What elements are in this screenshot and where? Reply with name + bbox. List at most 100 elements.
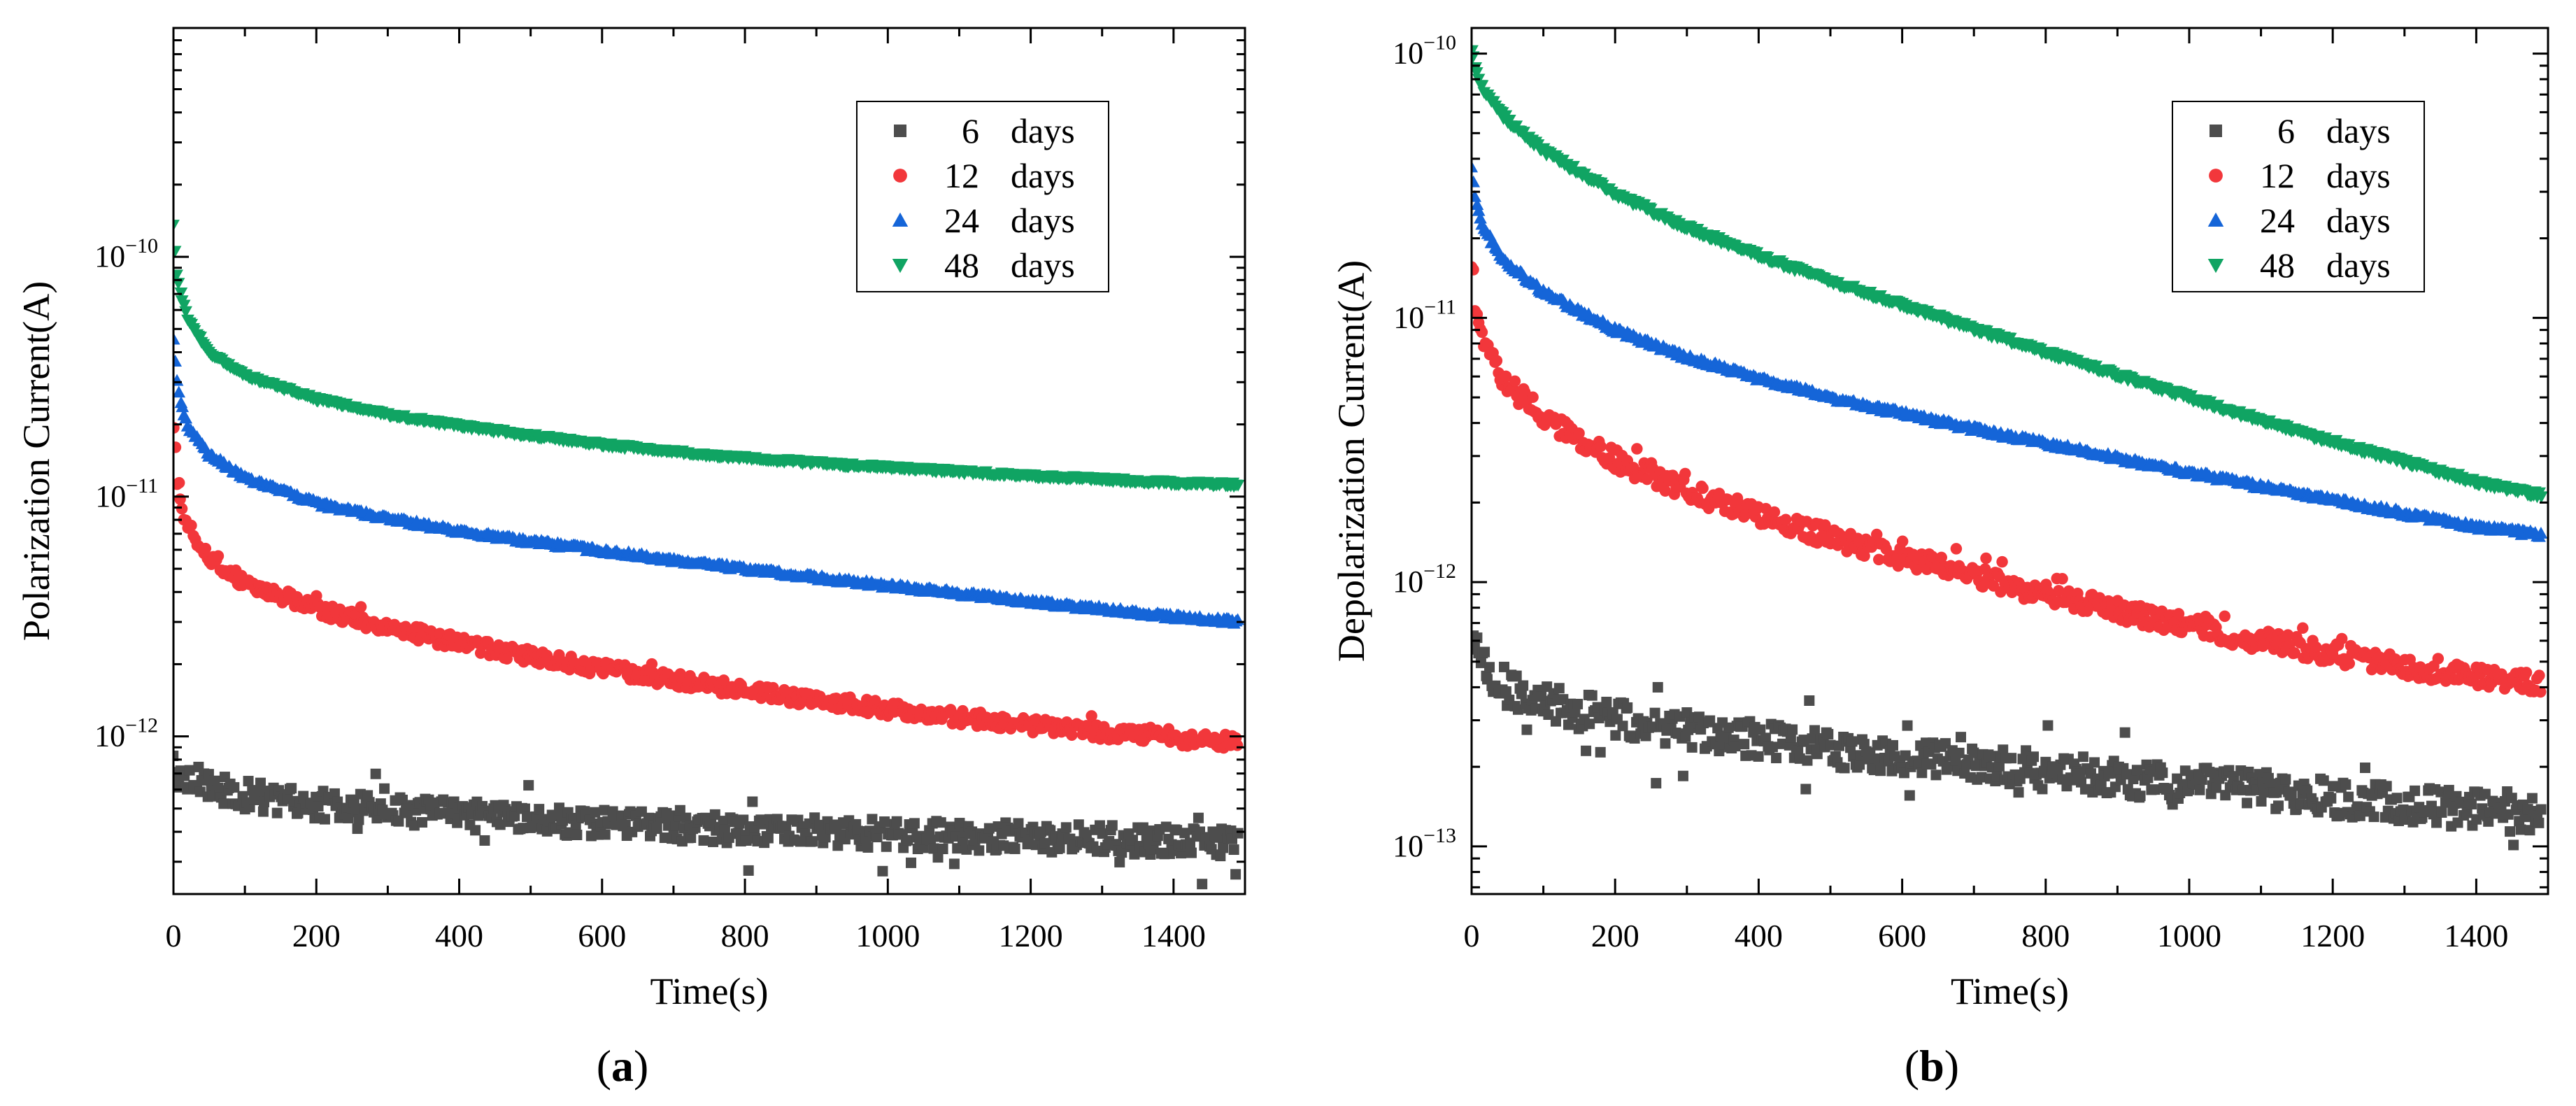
data-point-6-days xyxy=(2391,793,2403,804)
data-point-6-days xyxy=(2042,720,2054,731)
data-point-12-days xyxy=(1892,560,1905,572)
data-point-6-days xyxy=(1753,751,1764,762)
data-point-6-days xyxy=(557,815,569,826)
data-point-6-days xyxy=(329,788,340,799)
data-point-6-days xyxy=(1137,822,1148,833)
data-point-6-days xyxy=(1218,842,1229,853)
data-point-6-days xyxy=(1913,759,1924,770)
data-point-12-days xyxy=(2343,658,2356,669)
data-point-6-days xyxy=(229,782,240,793)
data-point-6-days xyxy=(1193,812,1204,823)
data-point-12-days xyxy=(2535,686,2547,698)
data-point-6-days xyxy=(925,835,937,846)
data-point-6-days xyxy=(2508,839,2519,851)
data-point-6-days xyxy=(918,842,929,853)
y-tick-label: 10−11 xyxy=(95,474,158,513)
data-point-6-days xyxy=(1956,732,1967,743)
data-point-6-days xyxy=(806,836,818,847)
data-point-6-days xyxy=(1232,828,1244,839)
data-point-6-days xyxy=(1570,707,1581,718)
data-point-6-days xyxy=(2157,767,2168,779)
data-point-6-days xyxy=(2037,784,2048,795)
data-point-6-days xyxy=(494,819,506,830)
data-point-6-days xyxy=(2103,768,2114,779)
data-point-6-days xyxy=(867,814,878,825)
data-point-12-days xyxy=(1858,550,1870,562)
data-point-6-days xyxy=(862,842,874,853)
data-point-6-days xyxy=(2461,807,2472,818)
series-6-days xyxy=(173,750,1244,890)
data-point-24-days xyxy=(1472,198,1484,211)
data-point-6-days xyxy=(417,817,428,828)
data-point-6-days xyxy=(1887,739,1898,751)
data-point-12-days xyxy=(1603,452,1616,464)
data-point-48-days xyxy=(1475,80,1489,92)
data-point-6-days xyxy=(1686,742,1698,753)
data-point-6-days xyxy=(670,820,681,831)
data-point-6-days xyxy=(1536,691,1547,702)
data-point-12-days xyxy=(2282,629,2294,641)
data-point-12-days xyxy=(355,601,367,613)
panel-caption: (a) xyxy=(597,1041,649,1091)
data-point-6-days xyxy=(2242,797,2253,809)
data-point-12-days xyxy=(1595,440,1607,453)
x-axis-label: Time(s) xyxy=(650,970,768,1012)
data-point-12-days xyxy=(1980,552,1992,565)
data-point-6-days xyxy=(1651,778,1662,789)
data-point-12-days xyxy=(1509,375,1521,388)
data-point-6-days xyxy=(1998,744,2009,756)
data-point-6-days xyxy=(928,843,939,854)
data-point-6-days xyxy=(1854,759,1865,770)
data-point-6-days xyxy=(719,824,730,835)
data-point-12-days xyxy=(1667,469,1679,481)
x-tick-label: 200 xyxy=(1591,918,1639,953)
legend-label-unit: days xyxy=(1011,201,1075,240)
data-point-6-days xyxy=(1094,820,1105,831)
data-point-6-days xyxy=(2211,782,2222,793)
x-tick-label: 1200 xyxy=(999,918,1063,953)
plot-frame xyxy=(1470,27,2549,895)
data-point-6-days xyxy=(1518,680,1529,691)
data-point-12-days xyxy=(1872,553,1885,566)
data-point-6-days xyxy=(2179,765,2191,777)
data-point-6-days xyxy=(1767,742,1778,753)
data-point-48-days xyxy=(1231,479,1245,492)
data-point-6-days xyxy=(2264,778,2275,789)
y-tick-label: 10−12 xyxy=(94,714,158,753)
data-point-6-days xyxy=(257,806,269,817)
data-point-12-days xyxy=(2082,605,2093,617)
data-point-6-days xyxy=(2089,757,2100,768)
data-point-6-days xyxy=(2295,799,2306,810)
data-point-12-days xyxy=(176,502,188,515)
legend-label-unit: days xyxy=(1011,246,1075,285)
legend-marker-12-days xyxy=(893,169,907,183)
data-point-6-days xyxy=(1771,753,1782,764)
data-point-6-days xyxy=(1846,736,1858,747)
data-point-6-days xyxy=(1823,729,1834,740)
data-point-6-days xyxy=(974,845,985,856)
series-12-days xyxy=(173,422,1244,754)
legend-label-value: 48 xyxy=(944,246,979,285)
data-point-6-days xyxy=(932,852,944,863)
data-point-12-days xyxy=(1573,427,1585,439)
x-tick-label: 1400 xyxy=(1141,918,1206,953)
data-point-6-days xyxy=(891,816,902,827)
data-point-48-days xyxy=(173,220,180,232)
data-point-6-days xyxy=(286,783,297,794)
data-point-6-days xyxy=(2410,785,2421,796)
data-point-6-days xyxy=(243,776,254,787)
data-point-6-days xyxy=(1649,707,1660,718)
legend-label-value: 6 xyxy=(962,111,979,150)
data-point-24-days xyxy=(176,400,190,413)
data-point-6-days xyxy=(749,825,760,836)
data-point-6-days xyxy=(871,832,883,843)
data-point-12-days xyxy=(1679,467,1691,480)
data-point-6-days xyxy=(1640,730,1651,742)
data-point-6-days xyxy=(909,818,920,829)
data-point-6-days xyxy=(1610,730,1621,741)
data-point-6-days xyxy=(379,783,390,794)
data-point-12-days xyxy=(1950,543,1963,555)
data-point-6-days xyxy=(2465,799,2477,810)
x-tick-label: 600 xyxy=(578,918,626,953)
